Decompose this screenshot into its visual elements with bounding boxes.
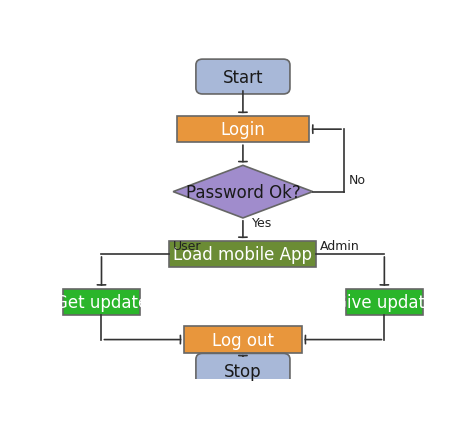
Text: Yes: Yes [252,217,273,230]
FancyBboxPatch shape [177,117,309,143]
Text: Get update: Get update [55,293,148,311]
Text: Load mobile App: Load mobile App [173,245,312,263]
FancyBboxPatch shape [169,242,316,268]
FancyBboxPatch shape [63,289,140,315]
Text: Give update: Give update [334,293,435,311]
Text: Start: Start [223,69,263,86]
Text: Log out: Log out [212,331,274,349]
FancyBboxPatch shape [196,60,290,95]
Text: Login: Login [220,121,265,139]
Text: Admin: Admin [320,239,360,253]
Text: No: No [348,174,365,187]
Text: User: User [173,239,201,253]
Polygon shape [173,166,313,219]
Text: Password Ok?: Password Ok? [185,183,301,201]
FancyBboxPatch shape [346,289,423,315]
FancyBboxPatch shape [196,354,290,389]
Text: Stop: Stop [224,362,262,380]
FancyBboxPatch shape [184,327,301,353]
